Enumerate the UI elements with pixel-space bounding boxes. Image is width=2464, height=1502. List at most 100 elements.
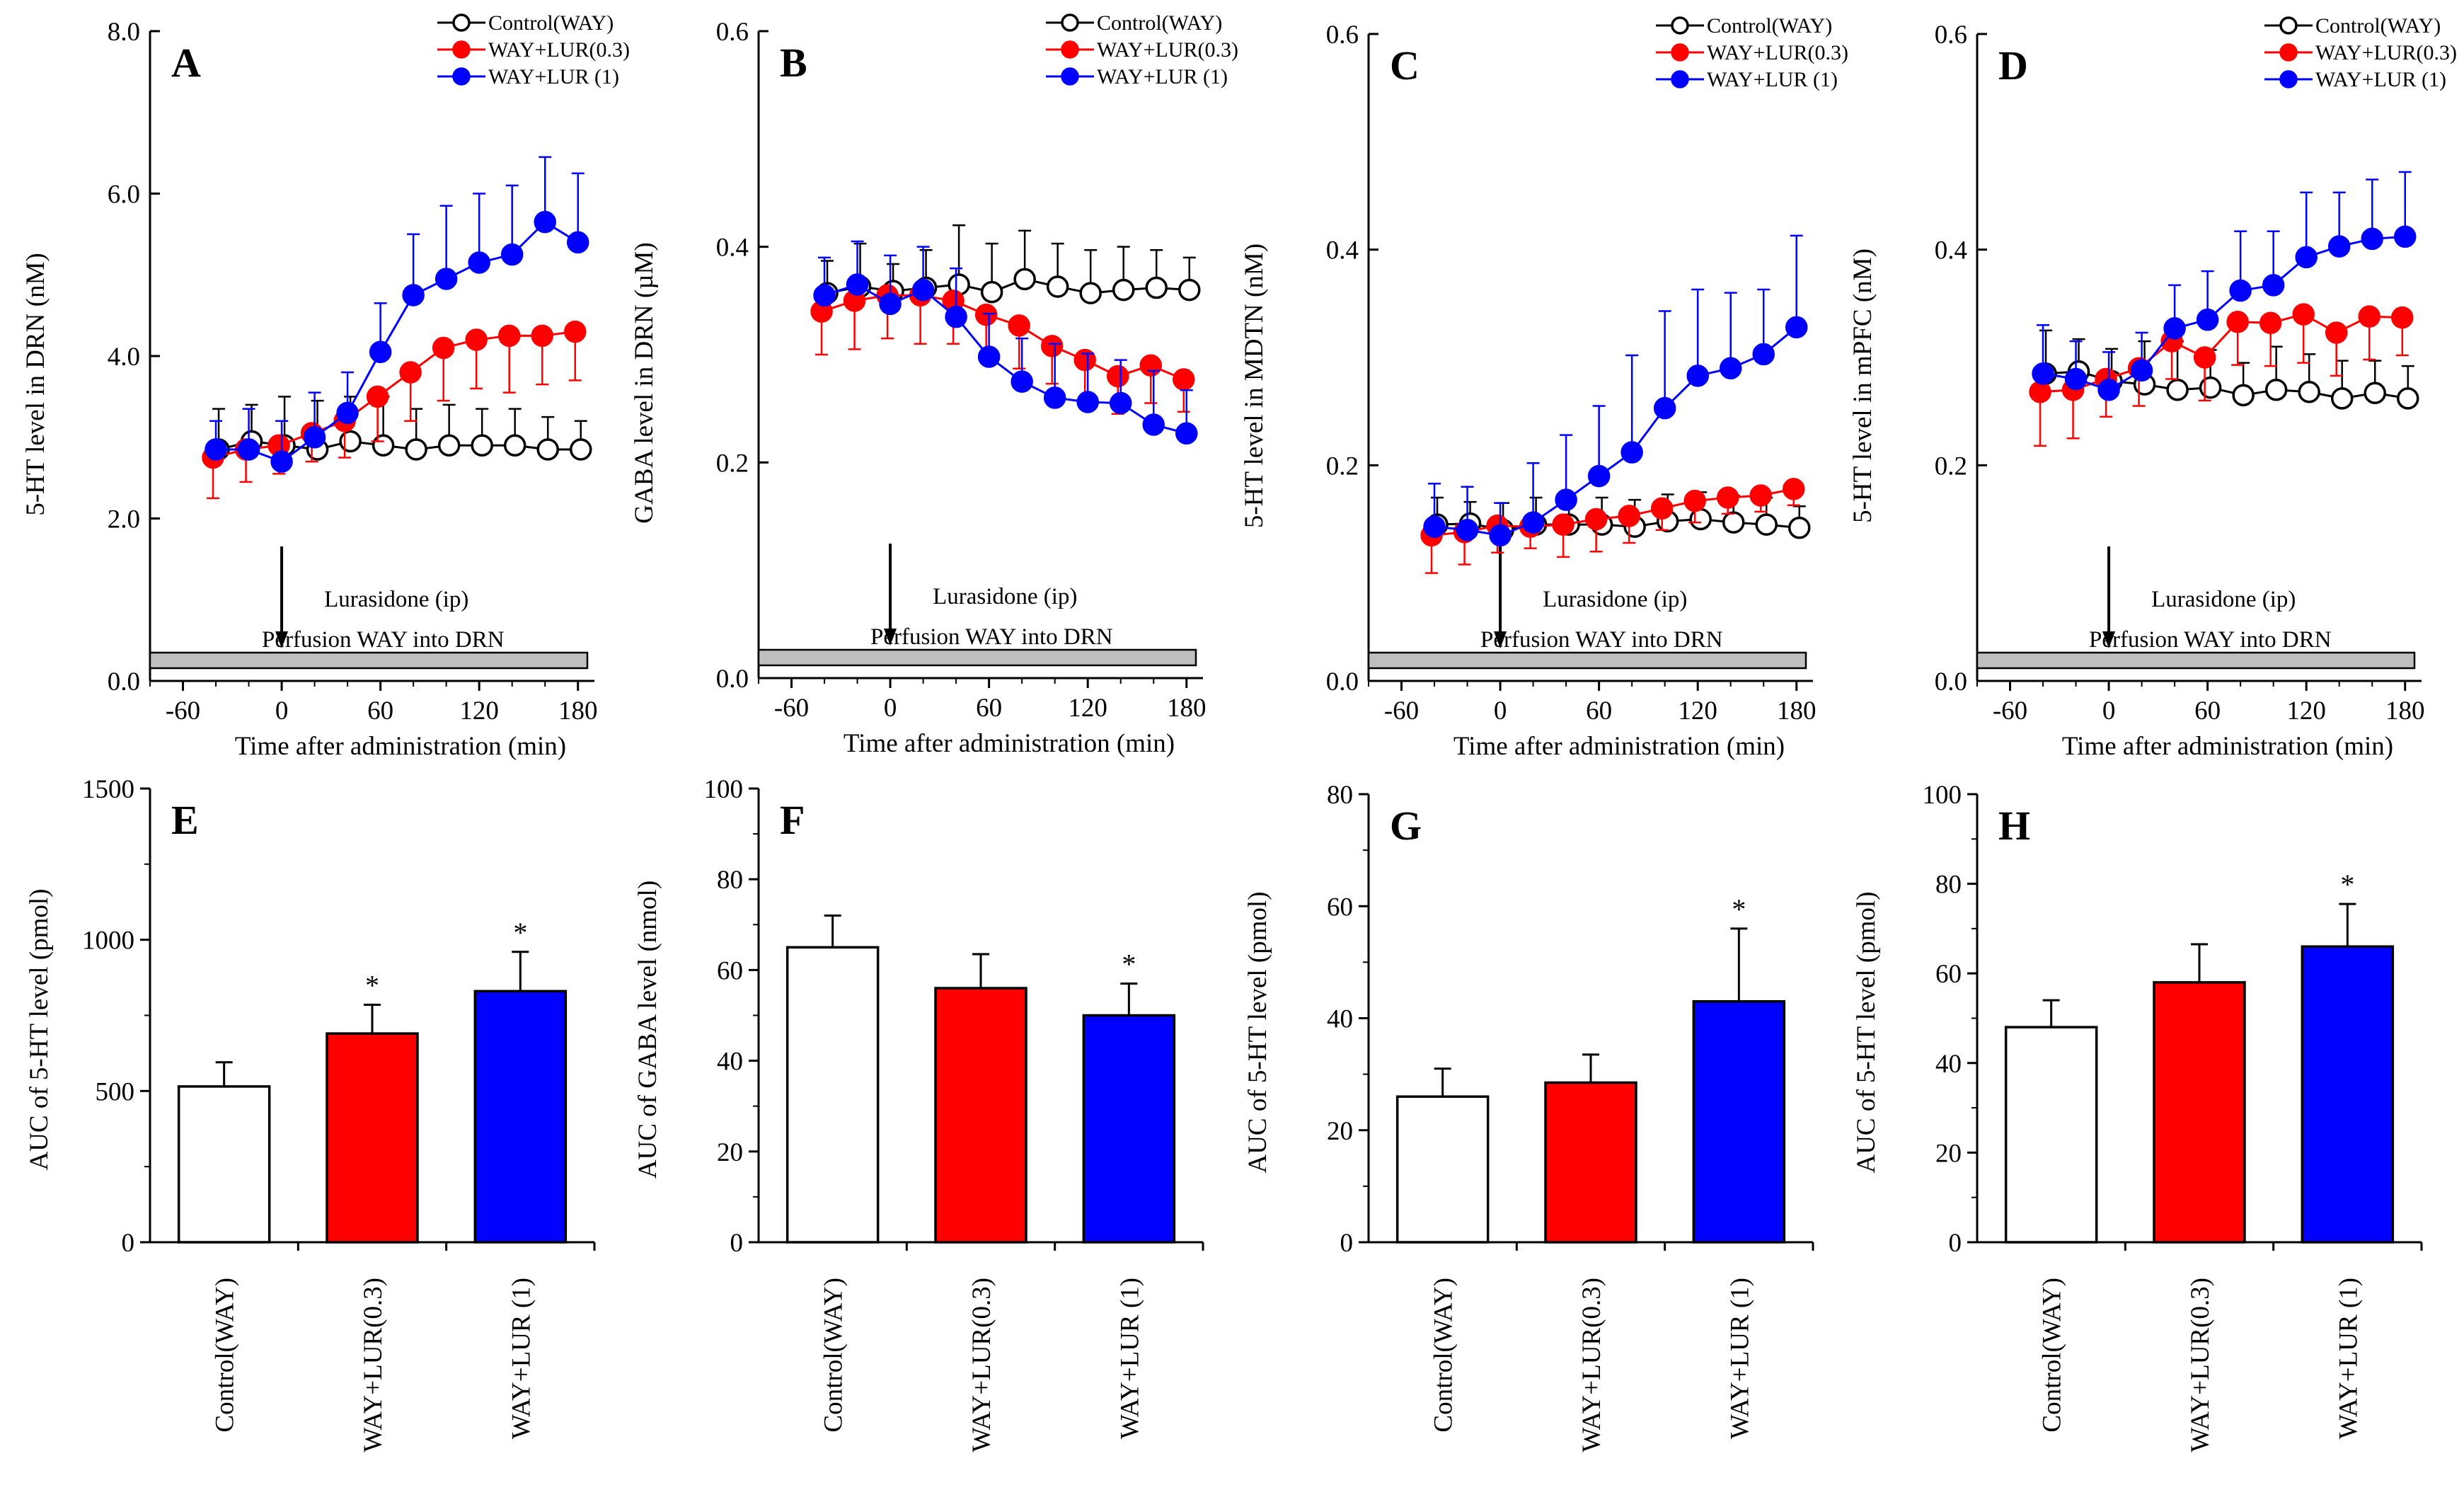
panel-a-series-1-point xyxy=(569,438,592,461)
panel-b-series-1-point xyxy=(1178,278,1201,302)
panel-c-series-3-point xyxy=(1521,511,1545,534)
panel-g-significance-3: * xyxy=(1732,893,1746,925)
panel-b-series-3-point xyxy=(1076,391,1099,413)
panel-d-series-3-point xyxy=(2196,308,2219,331)
panel-d-legend-label-2: WAY+LUR(0.3) xyxy=(2315,41,2457,64)
panel-g-category-label-2: WAY+LUR(0.3) xyxy=(1577,1278,1606,1452)
panel-c-letter: C xyxy=(1390,42,1420,88)
panel-c-legend-marker-3 xyxy=(1671,70,1689,88)
panel-c-series-2-point xyxy=(1683,489,1706,512)
panel-b-series-3-point xyxy=(945,305,967,328)
panel-a-series-1-point xyxy=(339,430,362,453)
panel-a-series-1-point xyxy=(405,438,427,461)
panel-a-series-3-point xyxy=(434,268,458,290)
panel-a-series-1-point xyxy=(437,434,461,457)
panel-e-y-tick-label: 500 xyxy=(96,1077,135,1106)
panel-h-y-tick-label: 80 xyxy=(1935,871,1962,900)
panel-a-series-2-point xyxy=(497,324,521,348)
panel-g-bar-1 xyxy=(1395,1095,1490,1244)
panel-c-x-tick-label: 180 xyxy=(1777,696,1817,726)
panel-b-lurasidone-arrowhead xyxy=(884,629,897,646)
panel-a-y-tick-label: 8.0 xyxy=(108,18,140,47)
panel-d-series-3-point xyxy=(2393,225,2417,248)
panel-f-y-tick-label: 100 xyxy=(704,775,744,804)
panel-b-series-3-point xyxy=(1011,370,1033,393)
panel-d-series-2-point xyxy=(2259,311,2282,335)
panel-b-x-tick-label: 120 xyxy=(1068,694,1107,723)
panel-c-y-tick-label: 0.2 xyxy=(1326,452,1359,481)
panel-d-series-1-point xyxy=(2330,387,2354,410)
panel-d-x-tick-label: 120 xyxy=(2286,696,2326,726)
panel-f-category-label-1: Control(WAY) xyxy=(819,1278,848,1433)
panel-b-series-2-point xyxy=(1073,348,1096,372)
panel-c-y-tick-label: 0.0 xyxy=(1326,667,1359,696)
panel-f-y-tick-label: 40 xyxy=(717,1048,743,1077)
panel-d-legend-marker-2 xyxy=(2279,43,2298,62)
panel-c-lurasidone-label: Lurasidone (ip) xyxy=(1543,587,1687,612)
panel-e-y-tick-label: 1500 xyxy=(82,775,134,804)
panel-h-bar-1 xyxy=(2004,1026,2098,1244)
panel-e-significance-2: * xyxy=(365,970,379,1002)
panel-f-bar-1 xyxy=(785,946,880,1244)
panel-b-legend-marker-3 xyxy=(1061,67,1079,86)
panel-h-y-tick-label: 0 xyxy=(1949,1229,1962,1258)
panel-c-series-1-point xyxy=(1722,511,1745,534)
panel-b-series-3-point xyxy=(1043,386,1066,409)
panel-c-x-tick-label: 60 xyxy=(1586,696,1612,726)
panel-a-series-1-point xyxy=(536,438,559,461)
panel-d-legend-marker-3 xyxy=(2279,70,2298,88)
panel-b-series-3-point xyxy=(813,284,836,306)
panel-a-series-3-point xyxy=(336,401,359,425)
panel-a-series-1-point xyxy=(503,434,526,457)
panel-e-bar-3 xyxy=(473,990,568,1244)
panel-f-category-label-2: WAY+LUR(0.3) xyxy=(967,1278,996,1452)
panel-c-y-axis-label: 5-HT level in MDTN (nM) xyxy=(1240,243,1269,528)
panel-d-series-2-point xyxy=(2390,306,2414,329)
panel-a-legend-marker-3 xyxy=(452,67,471,86)
panel-c-series-3-line xyxy=(1434,326,1797,537)
panel-b-series-2-point xyxy=(974,303,998,326)
panel-c-legend-marker-1 xyxy=(1671,16,1689,35)
panel-b-series-3-point xyxy=(1142,413,1165,436)
panel-d-y-tick-label: 0.0 xyxy=(1935,667,1967,696)
panel-h-letter: H xyxy=(1998,803,2030,849)
panel-h-category-label-3: WAY+LUR (1) xyxy=(2334,1278,2363,1439)
panel-c-perfusion-label: Perfusion WAY into DRN xyxy=(1480,627,1723,653)
panel-a-letter: A xyxy=(171,40,201,86)
panel-f-y-tick-label: 20 xyxy=(717,1138,743,1167)
panel-d-perfusion-bar xyxy=(1976,651,2416,670)
panel-h-bar-3 xyxy=(2301,945,2395,1244)
panel-g-y-tick-label: 60 xyxy=(1327,893,1353,922)
panel-h-y-axis-label: AUC of 5-HT level (pmol) xyxy=(1852,891,1881,1173)
panel-d-series-2-line xyxy=(2039,313,2402,394)
panel-h-category-label-2: WAY+LUR(0.3) xyxy=(2186,1278,2215,1452)
panel-c-series-3-point xyxy=(1719,357,1742,379)
panel-b-series-3-point xyxy=(879,292,902,316)
panel-h-significance-3: * xyxy=(2340,868,2354,900)
panel-d-series-3-point xyxy=(2097,378,2120,401)
panel-d-series-1-point xyxy=(2298,380,2320,403)
panel-f-bar-2 xyxy=(934,987,1027,1244)
panel-d-series-1-point xyxy=(2199,376,2222,399)
panel-c-series-3-point xyxy=(1686,365,1709,387)
panel-d-x-tick-label: 180 xyxy=(2385,696,2425,726)
panel-d-legend-label-3: WAY+LUR (1) xyxy=(2315,68,2446,91)
panel-e-significance-3: * xyxy=(513,917,527,948)
panel-g-y-tick-label: 80 xyxy=(1327,781,1353,810)
panel-e-category-label-2: WAY+LUR(0.3) xyxy=(359,1278,388,1452)
panel-c-series-3-point xyxy=(1489,524,1512,547)
panel-d-series-1-point xyxy=(2396,387,2419,410)
panel-c-series-3-point xyxy=(1785,316,1808,339)
panel-d-series-3-point xyxy=(2163,317,2186,340)
panel-h-y-tick-label: 60 xyxy=(1935,960,1962,989)
panel-c-x-tick-label: 0 xyxy=(1494,696,1507,726)
panel-b-series-1-point xyxy=(980,280,1003,304)
panel-e-category-label-1: Control(WAY) xyxy=(211,1278,240,1433)
panel-b-perfusion-label: Perfusion WAY into DRN xyxy=(870,624,1113,650)
panel-d-letter: D xyxy=(1998,42,2028,88)
panel-b-series-3-point xyxy=(911,278,935,302)
panel-f-y-axis-label: AUC of GABA level (nmol) xyxy=(633,881,662,1179)
panel-a-series-3-point xyxy=(270,450,293,473)
panel-b-series-2-point xyxy=(1040,335,1064,357)
